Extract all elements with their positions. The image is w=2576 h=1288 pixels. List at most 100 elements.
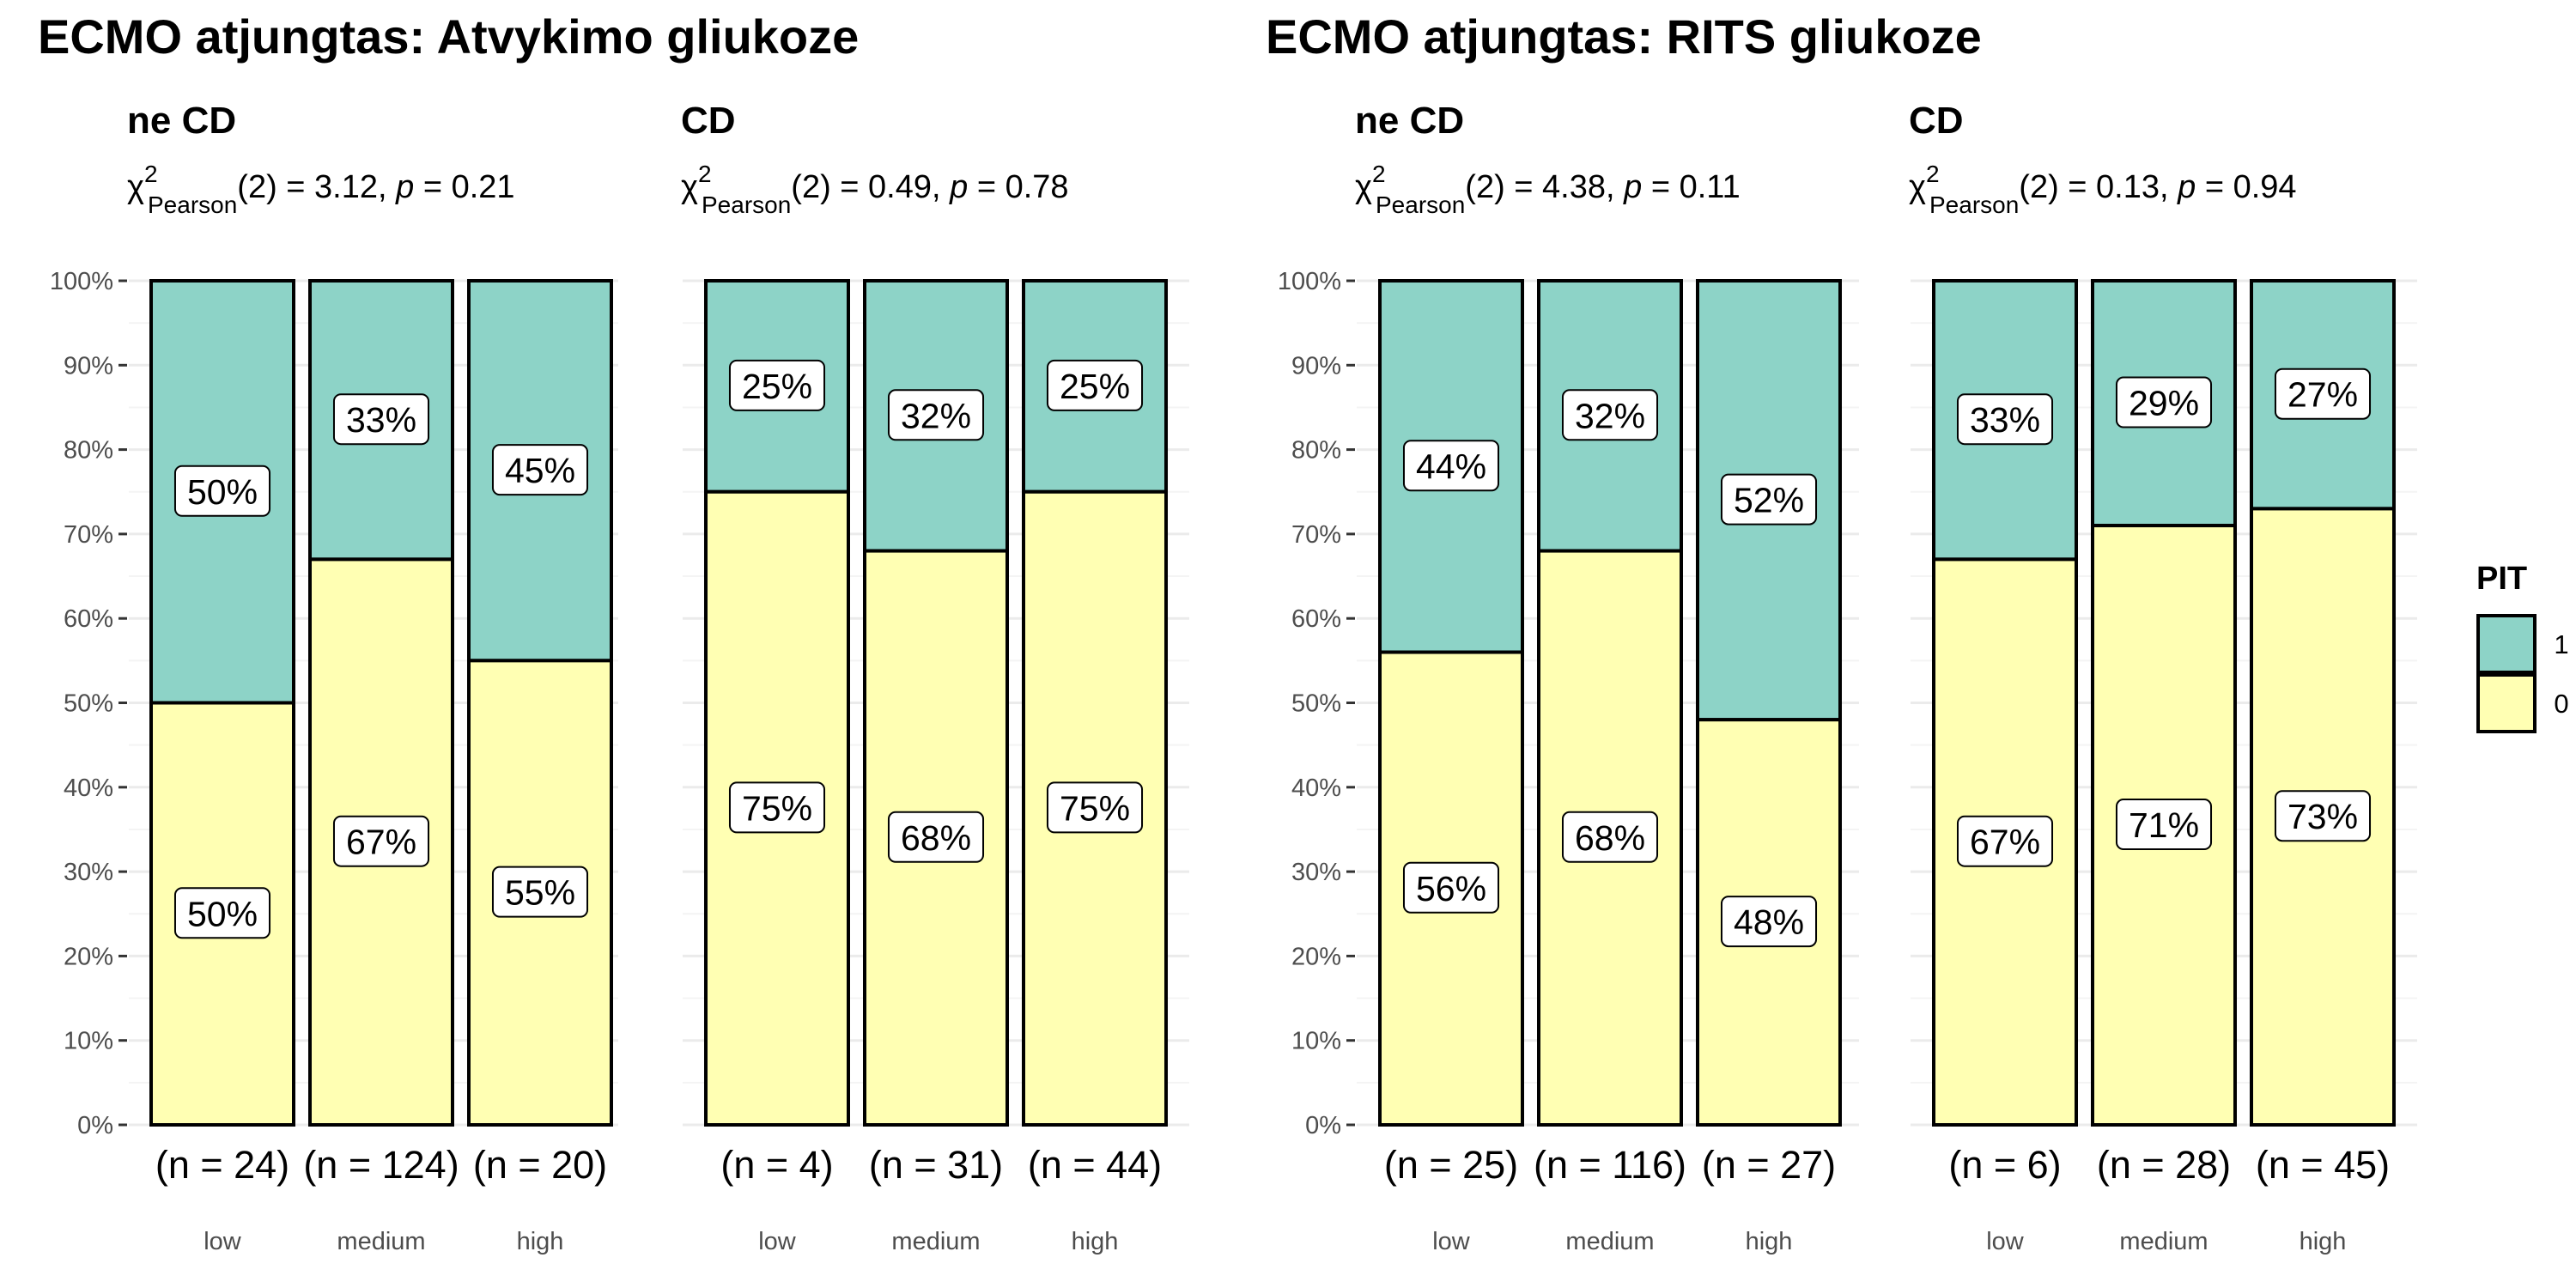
y-tick-label: 100% [1278, 268, 1341, 295]
legend-label: 0 [2554, 689, 2568, 719]
stat-subtitle: χ2 Pearson(2) = 0.13, p = 0.94 [1909, 161, 2297, 218]
stat-separator: , [932, 169, 950, 205]
data-label-pit-1-group: 45% [491, 444, 589, 496]
y-tick-label: 60% [64, 605, 113, 633]
bar-stack: 32% 68% (n = 116) medium [1534, 279, 1686, 1255]
chi-subscript-pearson: Pearson [702, 191, 791, 218]
count-label: (n = 27) [1702, 1143, 1836, 1187]
data-label-pit-0: 56% [1416, 869, 1486, 908]
chi-superscript: 2 [144, 161, 158, 187]
p-value: 0.94 [2233, 169, 2297, 205]
y-tick-label: 100% [50, 268, 113, 295]
chi-symbol: χ [127, 169, 144, 205]
data-label-pit-0: 50% [187, 894, 258, 933]
data-label-pit-1: 25% [1060, 367, 1130, 406]
data-label-pit-1-group: 33% [332, 393, 430, 446]
data-label-box [887, 389, 985, 441]
bar-stack: 29% 71% (n = 28) medium [2091, 279, 2237, 1255]
data-label-pit-0: 71% [2129, 805, 2199, 845]
count-label: (n = 24) [155, 1143, 289, 1187]
data-label-pit-1-group: 27% [2274, 368, 2372, 420]
data-label-pit-0-group: 75% [1046, 781, 1144, 834]
data-label-pit-1-group: 52% [1720, 473, 1818, 526]
y-tick-label: 80% [64, 437, 113, 465]
stat-value: 3.12 [314, 169, 378, 205]
chi-subscript-pearson: Pearson [148, 191, 237, 218]
facet-panel: ne CD χ2 Pearson(2) = 3.12, p = 0.21 0% 10% 2… [50, 100, 618, 1255]
p-value: 0.11 [1680, 169, 1741, 205]
bar-stack: 32% 68% (n = 31) medium [863, 279, 1009, 1255]
panel-title: CD [1909, 100, 1964, 142]
y-tick-label: 50% [1291, 690, 1341, 718]
chi-symbol: χ [681, 169, 698, 205]
data-label-box [1046, 781, 1144, 834]
data-label-pit-1: 45% [505, 451, 575, 490]
bar-stack: 25% 75% (n = 4) low [704, 279, 850, 1255]
bar-stack: 25% 75% (n = 44) high [1022, 279, 1168, 1255]
legend: PIT 1 0 [2476, 561, 2569, 733]
data-label-pit-0-group: 75% [728, 781, 826, 834]
data-label-box [2115, 376, 2213, 428]
x-tick-label: medium [1565, 1228, 1654, 1255]
data-label-pit-0-group: 55% [491, 866, 589, 918]
data-label-box [1561, 389, 1659, 441]
y-tick-label: 0% [1305, 1112, 1341, 1139]
data-label-pit-1: 44% [1416, 447, 1486, 486]
count-label: (n = 28) [2097, 1143, 2231, 1187]
stat-value: 4.38 [1542, 169, 1606, 205]
data-label-box [1720, 473, 1818, 526]
facet-panel: CD χ2 Pearson(2) = 0.49, p = 0.78 25% 75% (n … [681, 100, 1189, 1255]
data-label-pit-0: 75% [742, 788, 812, 828]
data-label-box [1561, 811, 1659, 863]
stat-subtitle: χ2 Pearson(2) = 3.12, p = 0.21 [127, 161, 515, 218]
data-label-pit-0-group: 67% [1956, 815, 2054, 867]
count-label: (n = 20) [473, 1143, 607, 1187]
x-tick-label: high [1746, 1228, 1793, 1255]
data-label-pit-1: 33% [1970, 400, 2040, 440]
y-tick-label: 90% [1291, 352, 1341, 380]
facet-panel: CD χ2 Pearson(2) = 0.13, p = 0.94 33% 67% (n … [1909, 100, 2417, 1255]
stat-df: (2) = [237, 169, 314, 205]
x-tick-label: low [1986, 1228, 2025, 1255]
panel-title: CD [681, 100, 736, 142]
stat-df: (2) = [1465, 169, 1542, 205]
y-tick-label: 10% [1291, 1028, 1341, 1055]
chi-superscript: 2 [1372, 161, 1386, 187]
p-value: 0.78 [1005, 169, 1069, 205]
chi-symbol: χ [1355, 169, 1372, 205]
data-label-box [1402, 861, 1500, 914]
stat-equals: = [414, 169, 451, 205]
data-label-box [1956, 815, 2054, 867]
bar-stack: 45% 55% (n = 20) high [467, 279, 613, 1255]
data-label-pit-1-group: 33% [1956, 393, 2054, 446]
stat-separator: , [1606, 169, 1624, 205]
x-tick-label: high [1072, 1228, 1119, 1255]
data-label-pit-0: 48% [1734, 902, 1804, 942]
p-letter: p [949, 169, 968, 205]
count-label: (n = 124) [303, 1143, 459, 1187]
stat-value: 0.13 [2096, 169, 2160, 205]
chi-superscript: 2 [1926, 161, 1940, 187]
p-letter: p [2177, 169, 2196, 205]
facet-panel: ne CD χ2 Pearson(2) = 4.38, p = 0.11 0% 10% 2… [1278, 100, 1859, 1255]
data-label-box [887, 811, 985, 863]
y-tick-label: 20% [64, 943, 113, 970]
data-label-pit-1-group: 32% [887, 389, 985, 441]
count-label: (n = 31) [869, 1143, 1003, 1187]
count-label: (n = 116) [1534, 1143, 1686, 1187]
data-label-pit-0-group: 67% [332, 815, 430, 867]
y-tick-label: 60% [1291, 605, 1341, 633]
legend-key-pit-0 [2476, 673, 2537, 733]
data-label-box [728, 781, 826, 834]
y-tick-label: 70% [64, 521, 113, 549]
data-label-box [491, 866, 589, 918]
data-label-box [1956, 393, 2054, 446]
count-label: (n = 45) [2256, 1143, 2390, 1187]
data-label-pit-1-group: 25% [1046, 359, 1144, 411]
data-label-pit-1-group: 50% [173, 465, 271, 517]
chi-symbol: χ [1909, 169, 1926, 205]
data-label-pit-1: 33% [346, 400, 416, 440]
stat-value: 0.49 [868, 169, 932, 205]
data-label-box [491, 444, 589, 496]
